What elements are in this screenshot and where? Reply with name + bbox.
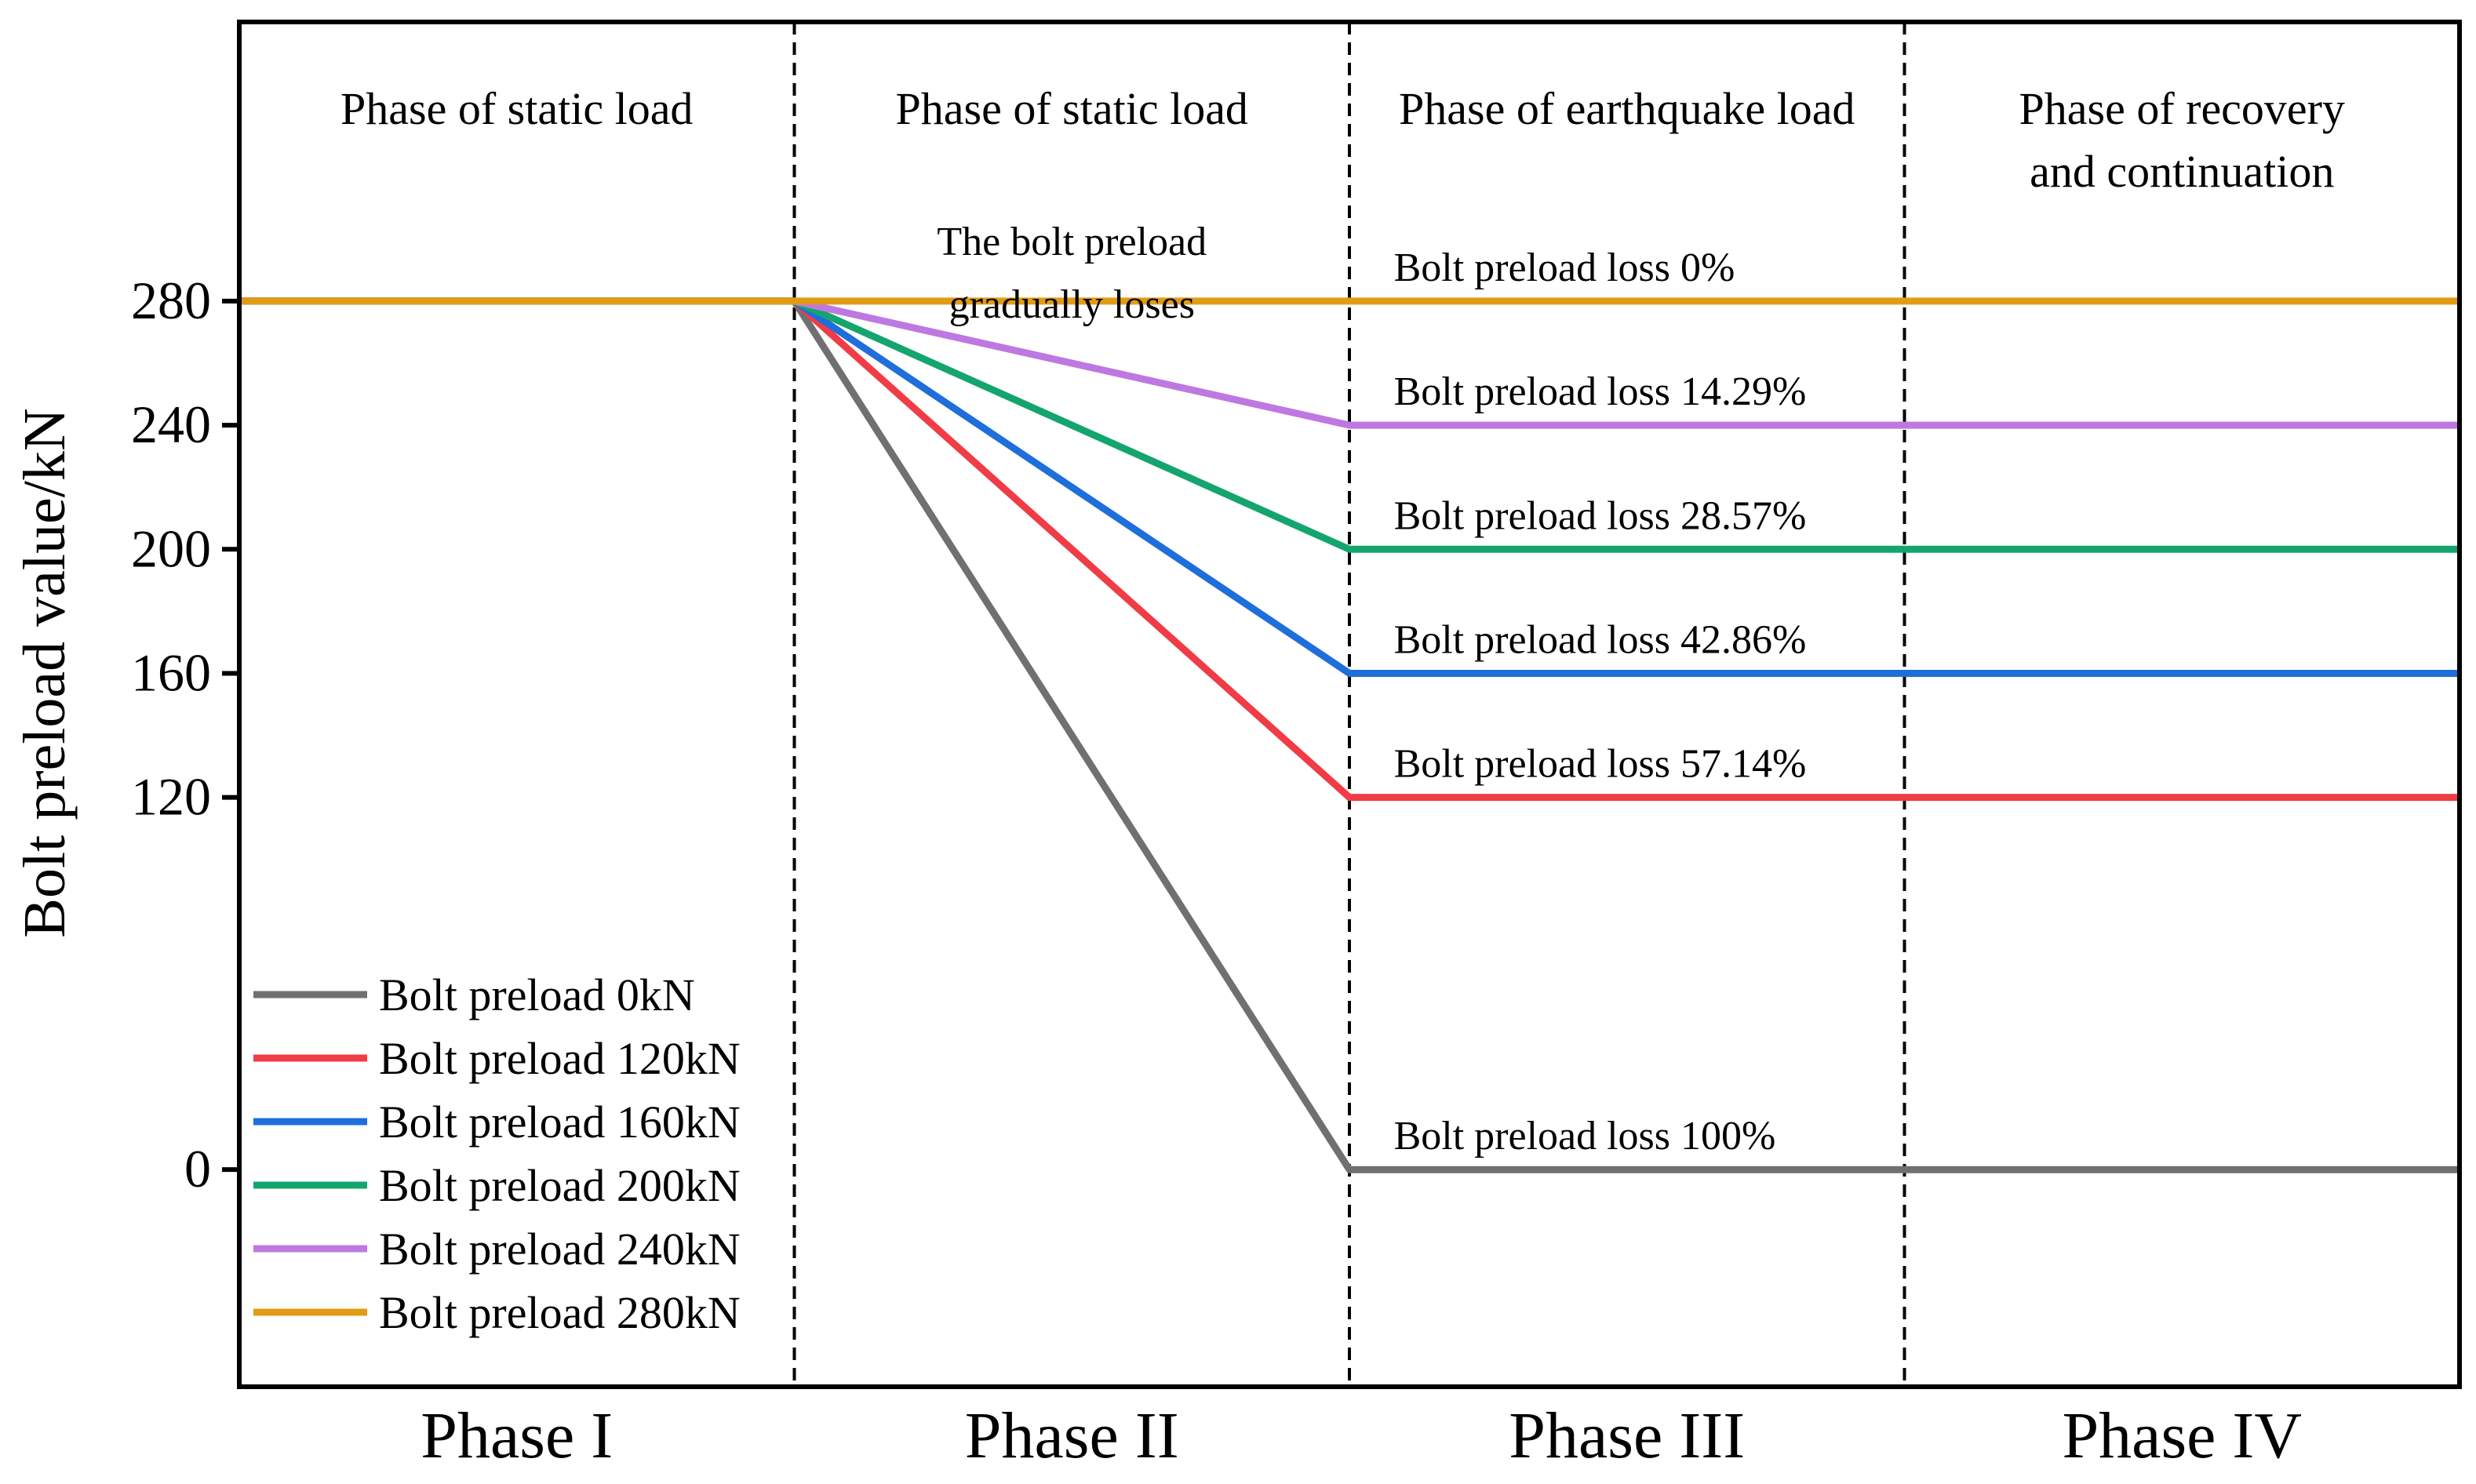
legend-label: Bolt preload 120kN <box>379 1033 741 1084</box>
phase-detail: The bolt preload <box>937 220 1207 264</box>
legend-label: Bolt preload 280kN <box>379 1287 741 1338</box>
phase-title: Phase of recovery <box>2019 83 2346 134</box>
plot-frame <box>237 20 2462 1389</box>
series-lines <box>239 297 2460 1173</box>
loss-annotation: Bolt preload loss 42.86% <box>1394 617 1807 662</box>
phase-label: Phase IV <box>2062 1399 2302 1472</box>
y-tick-label: 120 <box>131 767 211 827</box>
y-axis-label: Bolt preload value/kN <box>12 408 78 937</box>
phase-label: Phase I <box>421 1399 613 1472</box>
y-tick-label: 280 <box>131 271 211 330</box>
phase-dividers <box>792 22 1906 1387</box>
y-tick-label: 0 <box>184 1139 211 1198</box>
y-axis: 0 120 160 200 240 280 <box>131 271 239 1198</box>
legend-label: Bolt preload 0kN <box>379 969 695 1020</box>
loss-annotation: Bolt preload loss 57.14% <box>1394 742 1807 787</box>
legend-label: Bolt preload 160kN <box>379 1097 741 1148</box>
phase-title: Phase of earthquake load <box>1399 83 1855 134</box>
loss-annotation: Bolt preload loss 100% <box>1394 1114 1776 1158</box>
loss-annotation: Bolt preload loss 0% <box>1394 246 1735 290</box>
legend: Bolt preload 0kN Bolt preload 120kN Bolt p… <box>253 969 741 1338</box>
legend-label: Bolt preload 240kN <box>379 1224 741 1275</box>
y-tick-label: 240 <box>131 395 211 454</box>
y-tick-label: 160 <box>131 642 211 702</box>
loss-annotation: Bolt preload loss 28.57% <box>1394 493 1807 538</box>
phase-title: Phase of static load <box>340 83 693 134</box>
phase-title: Phase of static load <box>896 83 1248 134</box>
phase-descriptions: Phase of static load Phase of static load… <box>340 83 2345 327</box>
phase-labels: Phase I Phase II Phase III Phase IV <box>421 1399 2302 1472</box>
loss-annotations: Bolt preload loss 0% Bolt preload loss 14… <box>1394 246 1807 1158</box>
phase-title-line2: and continuation <box>2030 146 2334 197</box>
phase-label: Phase III <box>1509 1399 1745 1472</box>
phase-detail-line2: gradually loses <box>949 282 1195 327</box>
legend-label: Bolt preload 200kN <box>379 1160 741 1211</box>
phase-label: Phase II <box>965 1399 1179 1472</box>
y-tick-label: 200 <box>131 518 211 578</box>
loss-annotation: Bolt preload loss 14.29% <box>1394 369 1807 414</box>
